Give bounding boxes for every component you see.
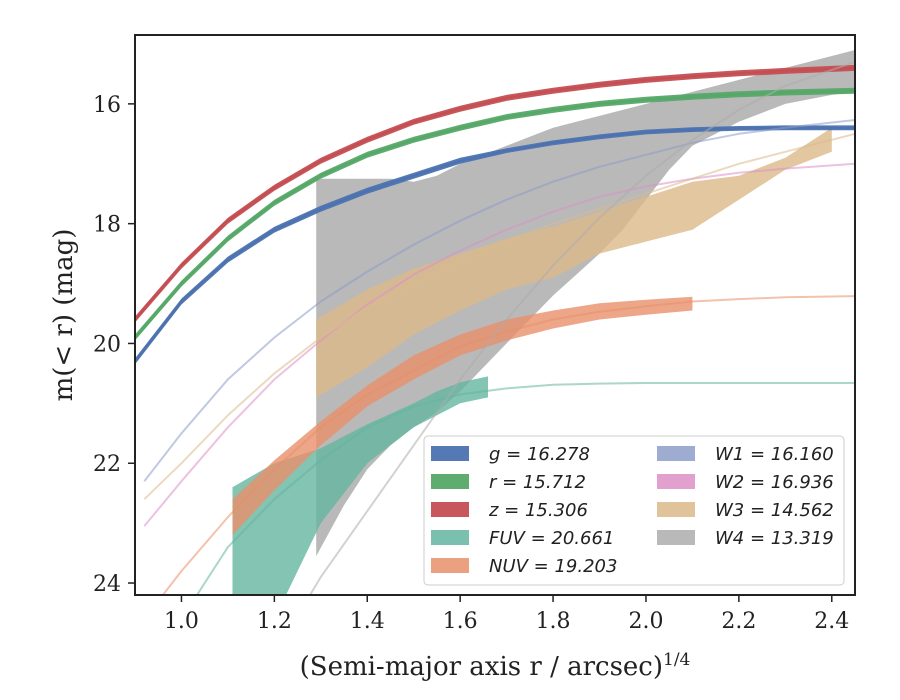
x-axis: 1.0 1.2 1.4 1.6 1.8 2.0 2.2 2.4 bbox=[164, 595, 849, 634]
x-tick-label: 1.4 bbox=[350, 609, 385, 634]
x-tick-label: 1.0 bbox=[164, 609, 199, 634]
curve-w2 bbox=[143, 162, 855, 527]
legend-label-fuv: FUV = 20.661 bbox=[489, 528, 614, 549]
legend-swatch-z bbox=[431, 502, 469, 517]
band-nuv bbox=[232, 296, 693, 536]
curve-w1 bbox=[143, 119, 855, 482]
curve-fuv bbox=[195, 382, 855, 595]
x-tick-label: 1.2 bbox=[257, 609, 292, 634]
legend-label-w2: W2 = 16.936 bbox=[715, 472, 834, 493]
legend-label-w4: W4 = 13.319 bbox=[715, 528, 834, 549]
legend-label-w1: W1 = 16.160 bbox=[715, 444, 834, 465]
x-tick-label: 2.2 bbox=[721, 609, 756, 634]
x-tick-label: 2.0 bbox=[628, 609, 663, 634]
y-tick-label: 20 bbox=[93, 332, 121, 357]
curve-z bbox=[135, 66, 855, 321]
y-tick-label: 22 bbox=[93, 452, 121, 477]
y-tick-label: 16 bbox=[93, 93, 121, 118]
bands-layer bbox=[135, 50, 855, 595]
legend-swatch-w4 bbox=[657, 530, 695, 545]
x-tick-label: 1.6 bbox=[443, 609, 478, 634]
legend: g = 16.278 r = 15.712 z = 15.306 FUV = 20.6… bbox=[423, 435, 845, 586]
curve-nuv bbox=[161, 295, 855, 595]
legend-swatch-r bbox=[431, 474, 469, 489]
x-axis-label: (Semi-major axis r / arcsec)1/4 bbox=[300, 650, 691, 682]
band-w4 bbox=[316, 50, 855, 557]
legend-label-r: r = 15.712 bbox=[489, 472, 586, 493]
x-axis-label-superscript: 1/4 bbox=[663, 650, 690, 670]
y-tick-label: 18 bbox=[93, 213, 121, 238]
y-tick-label: 24 bbox=[93, 572, 121, 597]
legend-box bbox=[423, 435, 845, 586]
legend-swatch-fuv bbox=[431, 530, 469, 545]
legend-label-nuv: NUV = 19.203 bbox=[489, 556, 617, 577]
legend-swatch-w3 bbox=[657, 502, 695, 517]
legend-label-g: g = 16.278 bbox=[489, 444, 590, 465]
curve-g bbox=[135, 126, 855, 363]
curve-w4 bbox=[308, 61, 855, 595]
curve-r bbox=[135, 89, 855, 339]
legend-swatch-g bbox=[431, 446, 469, 461]
band-fuv bbox=[232, 376, 488, 595]
curve-w3 bbox=[143, 132, 855, 500]
legend-swatch-w2 bbox=[657, 474, 695, 489]
curves-layer bbox=[135, 61, 855, 595]
legend-label-z: z = 15.306 bbox=[488, 500, 588, 521]
x-tick-label: 1.8 bbox=[536, 609, 571, 634]
legend-swatch-nuv bbox=[431, 558, 469, 573]
y-axis-label: m(< r) (mag) bbox=[49, 229, 79, 402]
band-w3 bbox=[316, 127, 832, 398]
legend-label-w3: W3 = 14.562 bbox=[715, 500, 834, 521]
x-tick-label: 2.4 bbox=[814, 609, 849, 634]
y-axis: 16 18 20 22 24 bbox=[93, 93, 135, 597]
plot-frame bbox=[134, 34, 856, 596]
legend-swatch-w1 bbox=[657, 446, 695, 461]
